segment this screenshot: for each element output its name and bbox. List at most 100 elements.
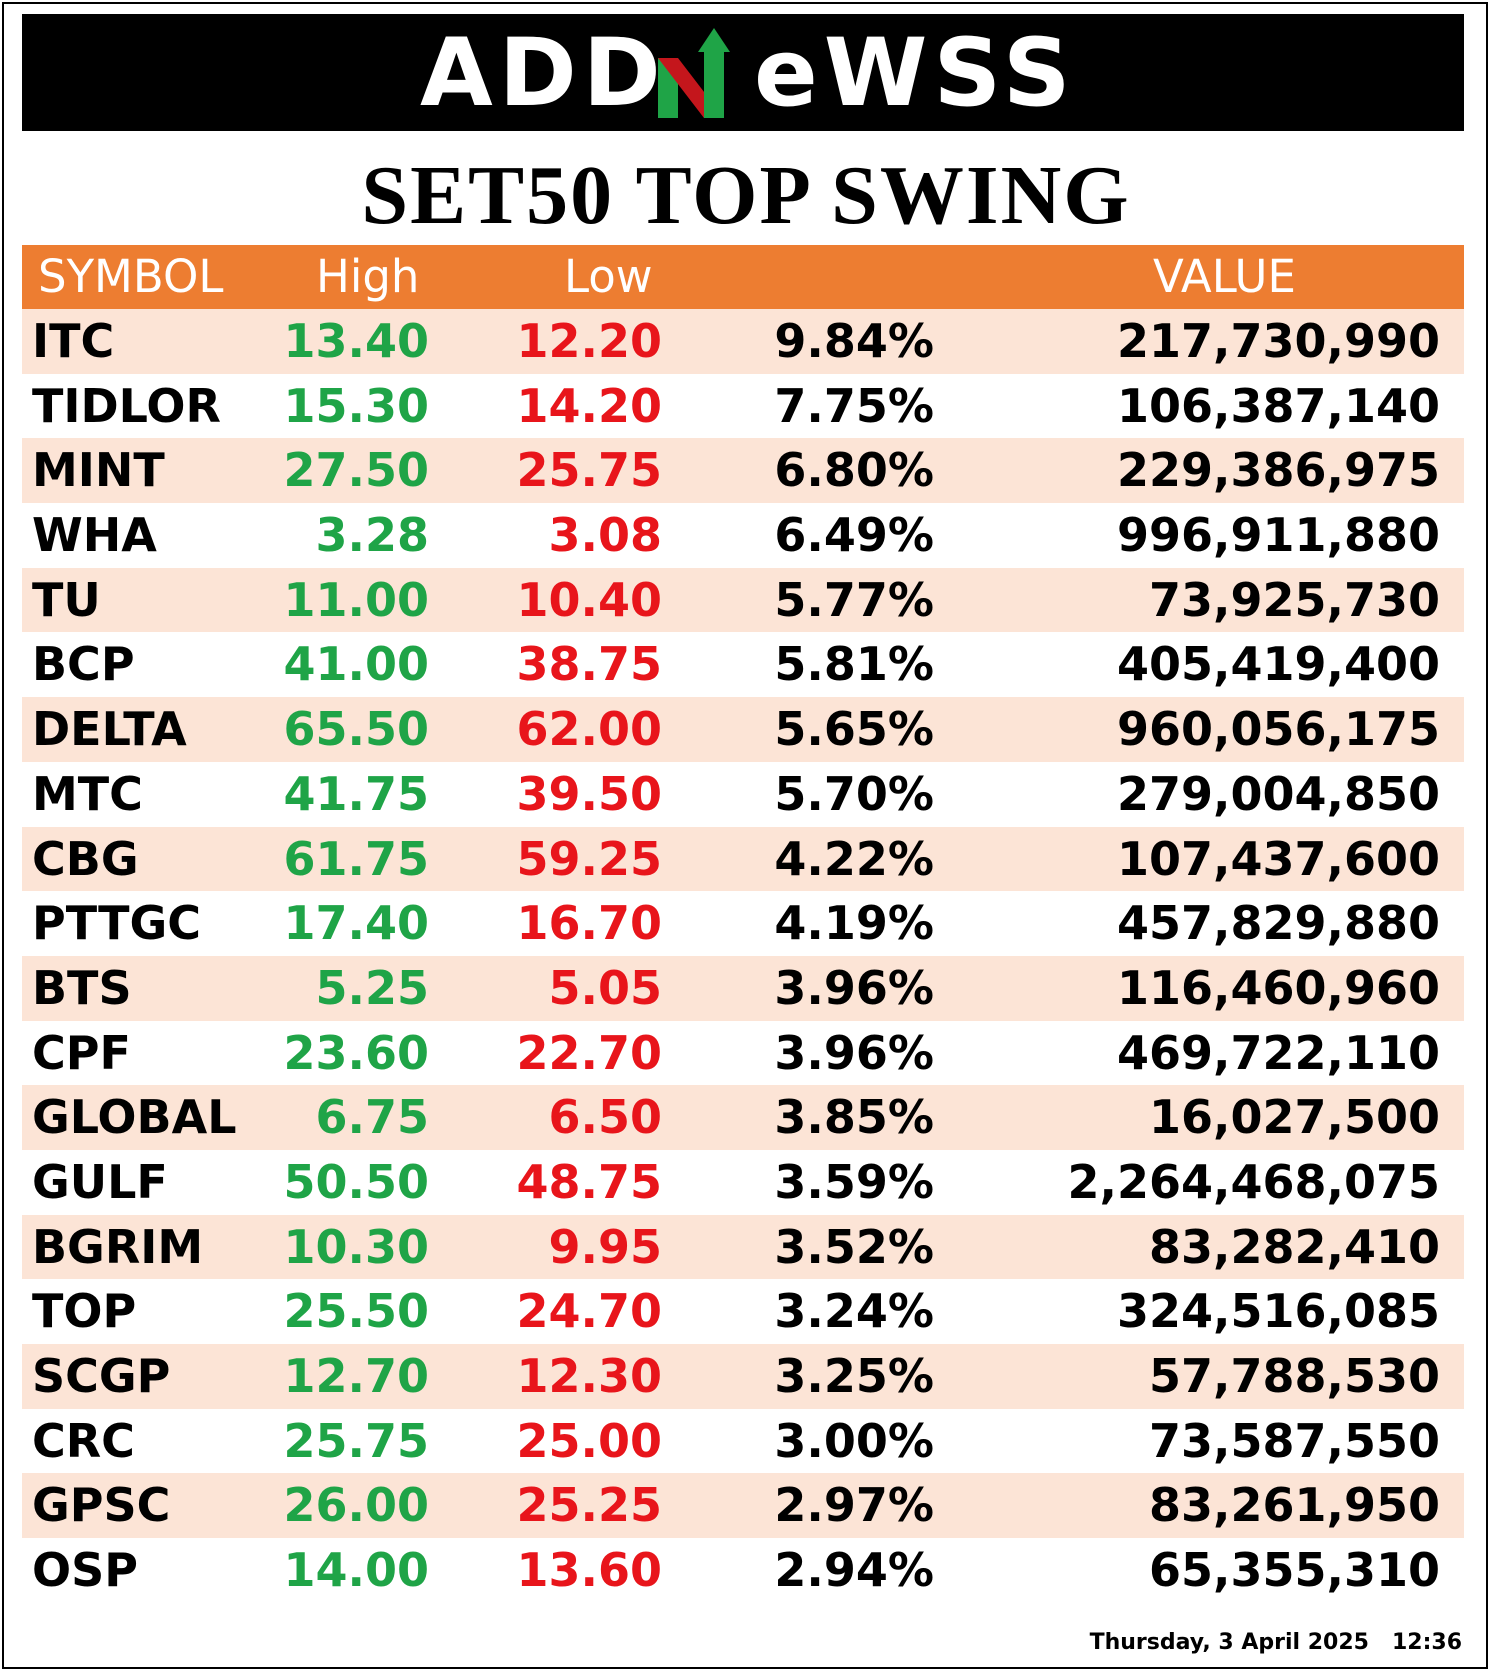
cell-symbol: TIDLOR [32,378,221,433]
cell-low: 6.50 [548,1090,663,1145]
cell-symbol: MTC [32,766,143,821]
cell-value: 960,056,175 [1116,702,1440,757]
footer-date: Thursday, 3 April 2025 [1089,1630,1369,1655]
table-row: GULF 50.50 48.75 3.59% 2,264,468,075 [22,1150,1464,1215]
cell-low: 25.75 [516,443,662,498]
cell-swing-pct: 4.22% [774,831,934,886]
cell-high: 41.00 [283,637,429,692]
cell-low: 12.20 [516,314,662,368]
cell-high: 15.30 [283,378,429,433]
cell-symbol: CRC [32,1413,135,1468]
header-symbol: SYMBOL [38,250,224,303]
cell-low: 10.40 [516,572,662,627]
cell-high: 50.50 [283,1154,429,1209]
cell-symbol: TU [32,572,101,627]
cell-high: 61.75 [283,831,429,886]
table-row: DELTA 65.50 62.00 5.65% 960,056,175 [22,697,1464,762]
cell-swing-pct: 6.49% [774,508,934,563]
cell-high: 25.75 [283,1413,429,1468]
table-row: SCGP 12.70 12.30 3.25% 57,788,530 [22,1344,1464,1409]
cell-value: 57,788,530 [1148,1349,1440,1403]
table-row: OSP 14.00 13.60 2.94% 65,355,310 [22,1538,1464,1603]
cell-high: 65.50 [283,702,429,757]
cell-value: 83,282,410 [1148,1219,1440,1274]
cell-symbol: CBG [32,831,139,886]
footer-time: 12:36 [1391,1630,1462,1655]
cell-value: 229,386,975 [1116,443,1440,498]
cell-low: 59.25 [516,831,662,886]
brand-banner: ADD eWSS [22,14,1464,131]
cell-symbol: ITC [32,314,115,368]
table-row: PTTGC 17.40 16.70 4.19% 457,829,880 [22,891,1464,956]
table-row: MTC 41.75 39.50 5.70% 279,004,850 [22,762,1464,827]
table-row: ITC 13.40 12.20 9.84% 217,730,990 [22,309,1464,374]
cell-symbol: MINT [32,443,165,498]
table-row: BCP 41.00 38.75 5.81% 405,419,400 [22,632,1464,697]
timestamp: Thursday, 3 April 2025 12:36 [1090,1630,1462,1655]
table-row: WHA 3.28 3.08 6.49% 996,911,880 [22,503,1464,568]
table-row: BTS 5.25 5.05 3.96% 116,460,960 [22,955,1464,1021]
cell-value: 116,460,960 [1116,960,1440,1015]
logo-text-right: eWSS [754,19,1077,128]
cell-swing-pct: 5.70% [774,766,934,821]
cell-swing-pct: 5.65% [774,702,934,757]
cell-symbol: BCP [32,637,135,692]
cell-symbol: WHA [32,508,157,563]
cell-value: 107,437,600 [1116,831,1440,886]
cell-swing-pct: 6.80% [774,443,934,498]
cell-low: 24.70 [516,1284,662,1339]
cell-high: 12.70 [283,1349,429,1403]
cell-value: 469,722,110 [1116,1025,1440,1080]
table-row: TOP 25.50 24.70 3.24% 324,516,085 [22,1279,1464,1344]
logo-text-left: ADD [420,19,667,128]
cell-swing-pct: 9.84% [774,314,934,368]
table-body: ITC 13.40 12.20 9.84% 217,730,990 TIDLOR 15.30… [22,309,1464,1603]
cell-value: 2,264,468,075 [1067,1154,1441,1209]
cell-high: 26.00 [283,1478,429,1533]
cell-low: 38.75 [516,637,662,692]
table-row: MINT 27.50 25.75 6.80% 229,386,975 [22,438,1464,504]
table-row: CBG 61.75 59.25 4.22% 107,437,600 [22,826,1464,892]
cell-value: 106,387,140 [1116,378,1440,433]
cell-low: 5.05 [548,960,663,1015]
cell-low: 25.25 [516,1478,662,1533]
cell-low: 12.30 [516,1349,662,1403]
cell-value: 217,730,990 [1116,314,1440,368]
cell-high: 6.75 [315,1090,430,1145]
cell-symbol: GPSC [32,1478,171,1533]
cell-swing-pct: 3.59% [774,1154,934,1209]
table-row: TU 11.00 10.40 5.77% 73,925,730 [22,567,1464,633]
cell-swing-pct: 5.81% [774,637,934,692]
cell-high: 5.25 [315,960,430,1015]
cell-low: 39.50 [516,766,662,821]
cell-swing-pct: 3.00% [774,1413,934,1468]
cell-high: 14.00 [283,1543,429,1598]
cell-symbol: CPF [32,1025,131,1080]
cell-high: 23.60 [283,1025,429,1080]
cell-symbol: PTTGC [32,896,202,951]
cell-symbol: TOP [32,1284,137,1339]
cell-symbol: BGRIM [32,1219,204,1274]
cell-symbol: SCGP [32,1349,171,1403]
cell-high: 11.00 [283,572,429,627]
table-row: GPSC 26.00 25.25 2.97% 83,261,950 [22,1473,1464,1539]
header-low: Low [564,250,653,303]
cell-low: 9.95 [548,1219,663,1274]
cell-high: 13.40 [283,314,429,368]
cell-symbol: GLOBAL [32,1090,237,1145]
cell-swing-pct: 5.77% [774,572,934,627]
cell-swing-pct: 2.97% [774,1478,934,1533]
cell-swing-pct: 3.96% [774,1025,934,1080]
cell-swing-pct: 3.96% [774,960,934,1015]
cell-swing-pct: 2.94% [774,1543,934,1598]
cell-swing-pct: 3.24% [774,1284,934,1339]
table-header: SYMBOL High Low VALUE [22,245,1464,309]
cell-high: 10.30 [283,1219,429,1274]
cell-value: 405,419,400 [1116,637,1440,692]
cell-low: 3.08 [548,508,663,563]
header-high: High [316,250,420,303]
cell-symbol: BTS [32,960,132,1015]
cell-swing-pct: 3.52% [774,1219,934,1274]
cell-symbol: GULF [32,1154,168,1209]
header-value: VALUE [1153,250,1296,303]
